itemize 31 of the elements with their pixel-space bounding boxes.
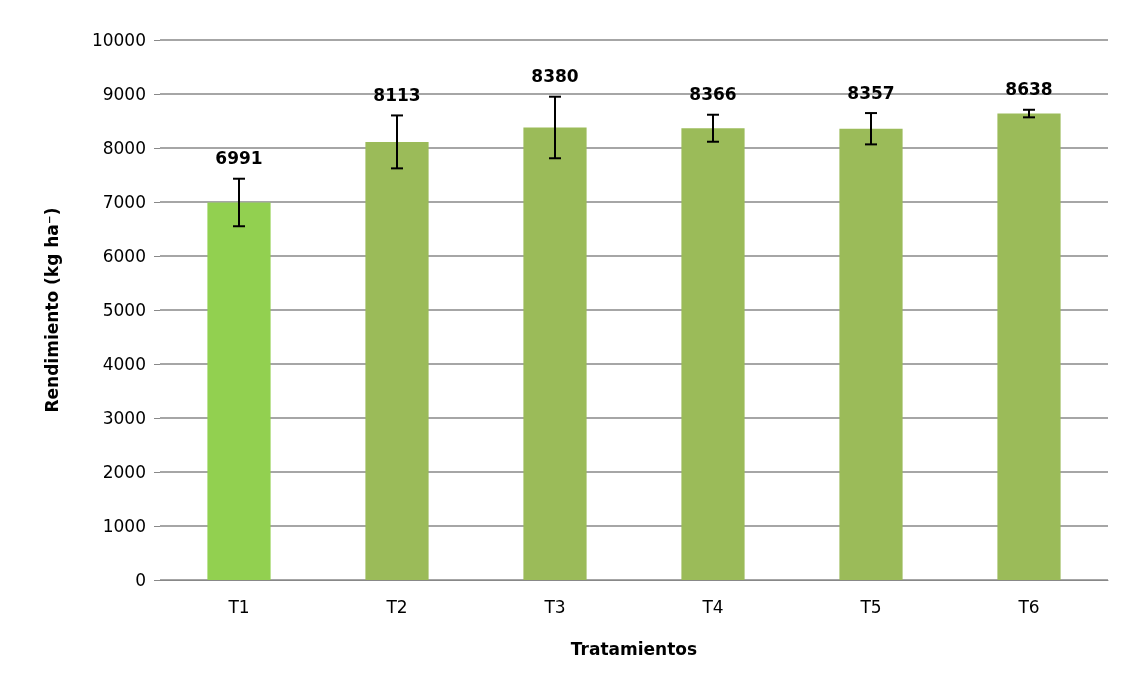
- bar: [207, 202, 271, 580]
- y-axis-title: Rendimiento (kg ha⁻): [41, 207, 62, 413]
- x-tick-label: T4: [701, 596, 724, 617]
- y-tick-label: 9000: [102, 84, 146, 104]
- bar: [839, 128, 903, 580]
- y-tick-label: 0: [135, 570, 146, 590]
- y-tick-label: 10000: [91, 30, 146, 50]
- data-label: 8113: [373, 84, 421, 105]
- bar: [681, 128, 745, 580]
- data-label: 8357: [847, 82, 895, 103]
- data-label: 8638: [1005, 79, 1053, 100]
- y-tick-label: 2000: [102, 462, 146, 482]
- x-tick-label: T2: [385, 596, 408, 617]
- y-tick-label: 3000: [102, 408, 146, 428]
- x-tick-label: T6: [1017, 596, 1040, 617]
- y-tick-label: 4000: [102, 354, 146, 374]
- data-label: 6991: [215, 148, 263, 169]
- y-tick-label: 7000: [102, 192, 146, 212]
- y-tick-label: 6000: [102, 246, 146, 266]
- data-label: 8366: [689, 84, 737, 105]
- bar: [997, 113, 1061, 580]
- y-tick-label: 1000: [102, 516, 146, 536]
- bar: [365, 141, 429, 580]
- bar: [523, 127, 587, 580]
- x-tick-label: T3: [543, 596, 566, 617]
- y-tick-label: 5000: [102, 300, 146, 320]
- x-tick-label: T1: [227, 596, 250, 617]
- x-axis-title: Tratamientos: [570, 638, 698, 659]
- data-label: 8380: [531, 66, 579, 87]
- x-tick-label: T5: [859, 596, 882, 617]
- y-tick-label: 8000: [102, 138, 146, 158]
